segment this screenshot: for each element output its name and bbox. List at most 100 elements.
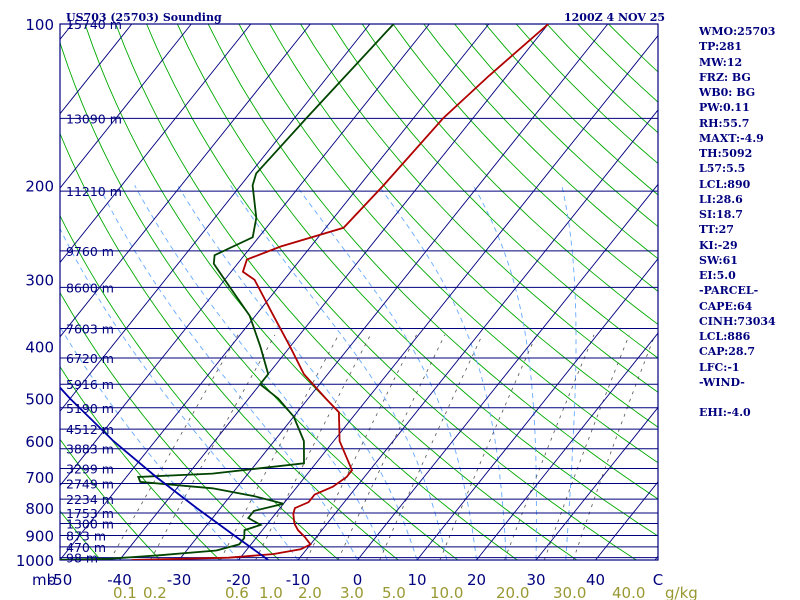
isotherm-line [60,24,252,264]
isotherm-line [119,24,549,560]
plot-frame [59,23,659,561]
sounding-traces [60,24,549,560]
pressure-tick-label: 1000 [16,552,54,570]
dry-adiabat [361,24,658,325]
dry-adiabat [84,24,519,560]
height-label: 3299 m [66,462,114,477]
dry-adiabat [60,365,221,560]
stability-index: KI:-29 [699,238,738,252]
moist-adiabat [472,185,537,560]
stability-index: CINH:73034 [699,314,776,328]
temperature-tick-label: 40 [586,571,605,589]
stability-index: PW:0.11 [699,101,750,115]
isotherm-line [238,34,658,560]
stability-index: TT:27 [699,223,734,237]
height-label: 6720 m [66,351,114,366]
dry-adiabat [60,41,459,560]
moist-adiabat [134,185,388,560]
pressure-tick-label: 300 [25,272,54,290]
mixing-ratio-line [255,334,371,560]
temperature-trace [131,24,549,560]
isotherm-line [60,24,371,412]
dry-adiabat [269,24,658,428]
isotherm-line [476,332,658,560]
stability-index: TP:281 [699,40,743,54]
stability-indices-panel: WMO:25703 TP:281 MW:12 FRZ: BG WB0: BG PW:0.1… [699,24,776,421]
stability-index: EHI:-4.0 [699,406,751,420]
isotherm-line [535,406,658,560]
height-label: 3883 m [66,442,114,457]
temperature-tick-label: 0 [353,571,363,589]
dry-adiabat [60,291,280,560]
isotherm-line [297,109,658,560]
dry-adiabat [423,24,658,260]
height-label: 13090 m [66,111,122,126]
dry-adiabat [60,510,102,560]
stability-index [699,390,776,405]
dry-adiabat [207,24,658,500]
dry-adiabat [176,24,658,537]
pressure-tick-label: 500 [25,391,54,409]
stability-index: LI:28.6 [699,192,743,206]
height-label: 873 m [66,528,106,543]
moist-adiabat [98,185,358,560]
temperature-tick-label: 20 [467,571,486,589]
isotherm-line [60,24,192,189]
stability-index: L57:5.5 [699,162,746,176]
pressure-tick-label: 400 [25,339,54,357]
isotherm-line [178,24,609,560]
mixing-ratio-label: 40.0 [612,584,645,600]
temperature-tick-label: -30 [167,571,192,589]
stability-index: WMO:25703 [699,25,776,38]
temperature-tick-label: -10 [286,571,311,589]
temperature-tick-label: -20 [226,571,251,589]
height-label: 11210 m [66,184,122,199]
height-label: 98 m [66,551,98,566]
dry-adiabat [331,24,658,359]
mixing-ratio-line [109,334,239,560]
stability-index: LCL:886 [699,330,751,343]
y-axis-label: mb [32,571,56,589]
mixing-ratio-label: 5.0 [382,584,406,600]
mixing-ratio-label: g/kg [665,584,698,600]
stability-index: MAXT:-4.9 [699,131,764,145]
stability-index: WB0: BG [699,86,756,99]
moist-adiabat [230,185,448,560]
mixing-ratio-label: 10.0 [430,584,463,600]
stability-index: CAPE:64 [699,299,753,313]
parcel-trace [60,386,269,560]
mixing-ratio-label: 2.0 [298,584,322,600]
stability-index: SI:18.7 [699,208,743,221]
stability-index: LCL:890 [699,177,751,191]
mixing-ratio-line [572,334,656,560]
mixing-ratio-label: 30.0 [553,584,586,600]
height-label: 470 m [66,540,106,555]
isotherm-line [357,183,658,560]
stability-index: SW:61 [699,253,738,267]
station-title: US703 (25703) Sounding [66,11,222,24]
dry-adiabat [60,438,161,560]
mixing-ratio-label: 0.1 [113,584,137,600]
mixing-ratio-line [544,334,630,560]
height-label: 4512 m [66,422,114,437]
dry-adiabat [146,24,638,560]
height-label: 5190 m [66,401,114,416]
height-label: 15740 m [66,17,122,32]
mixing-ratio-label: 0.6 [225,584,249,600]
stability-index: TH:5092 [699,147,753,160]
stability-index: -WIND- [699,375,745,389]
stability-index: EI:5.0 [699,269,736,282]
mixing-ratio-line [439,334,537,560]
isotherm-line [0,24,13,560]
dry-adiabat [238,24,658,464]
mixing-ratio-label: 0.2 [143,584,167,600]
dry-adiabat [60,132,400,560]
moist-adiabat [60,326,239,560]
height-label: 8600 m [66,280,114,295]
height-label: 2234 m [66,492,114,507]
dry-adiabat [300,24,658,393]
height-label: 5916 m [66,377,114,392]
mixing-ratio-label: 1.0 [259,584,283,600]
mixing-ratio-label: 3.0 [340,584,364,600]
